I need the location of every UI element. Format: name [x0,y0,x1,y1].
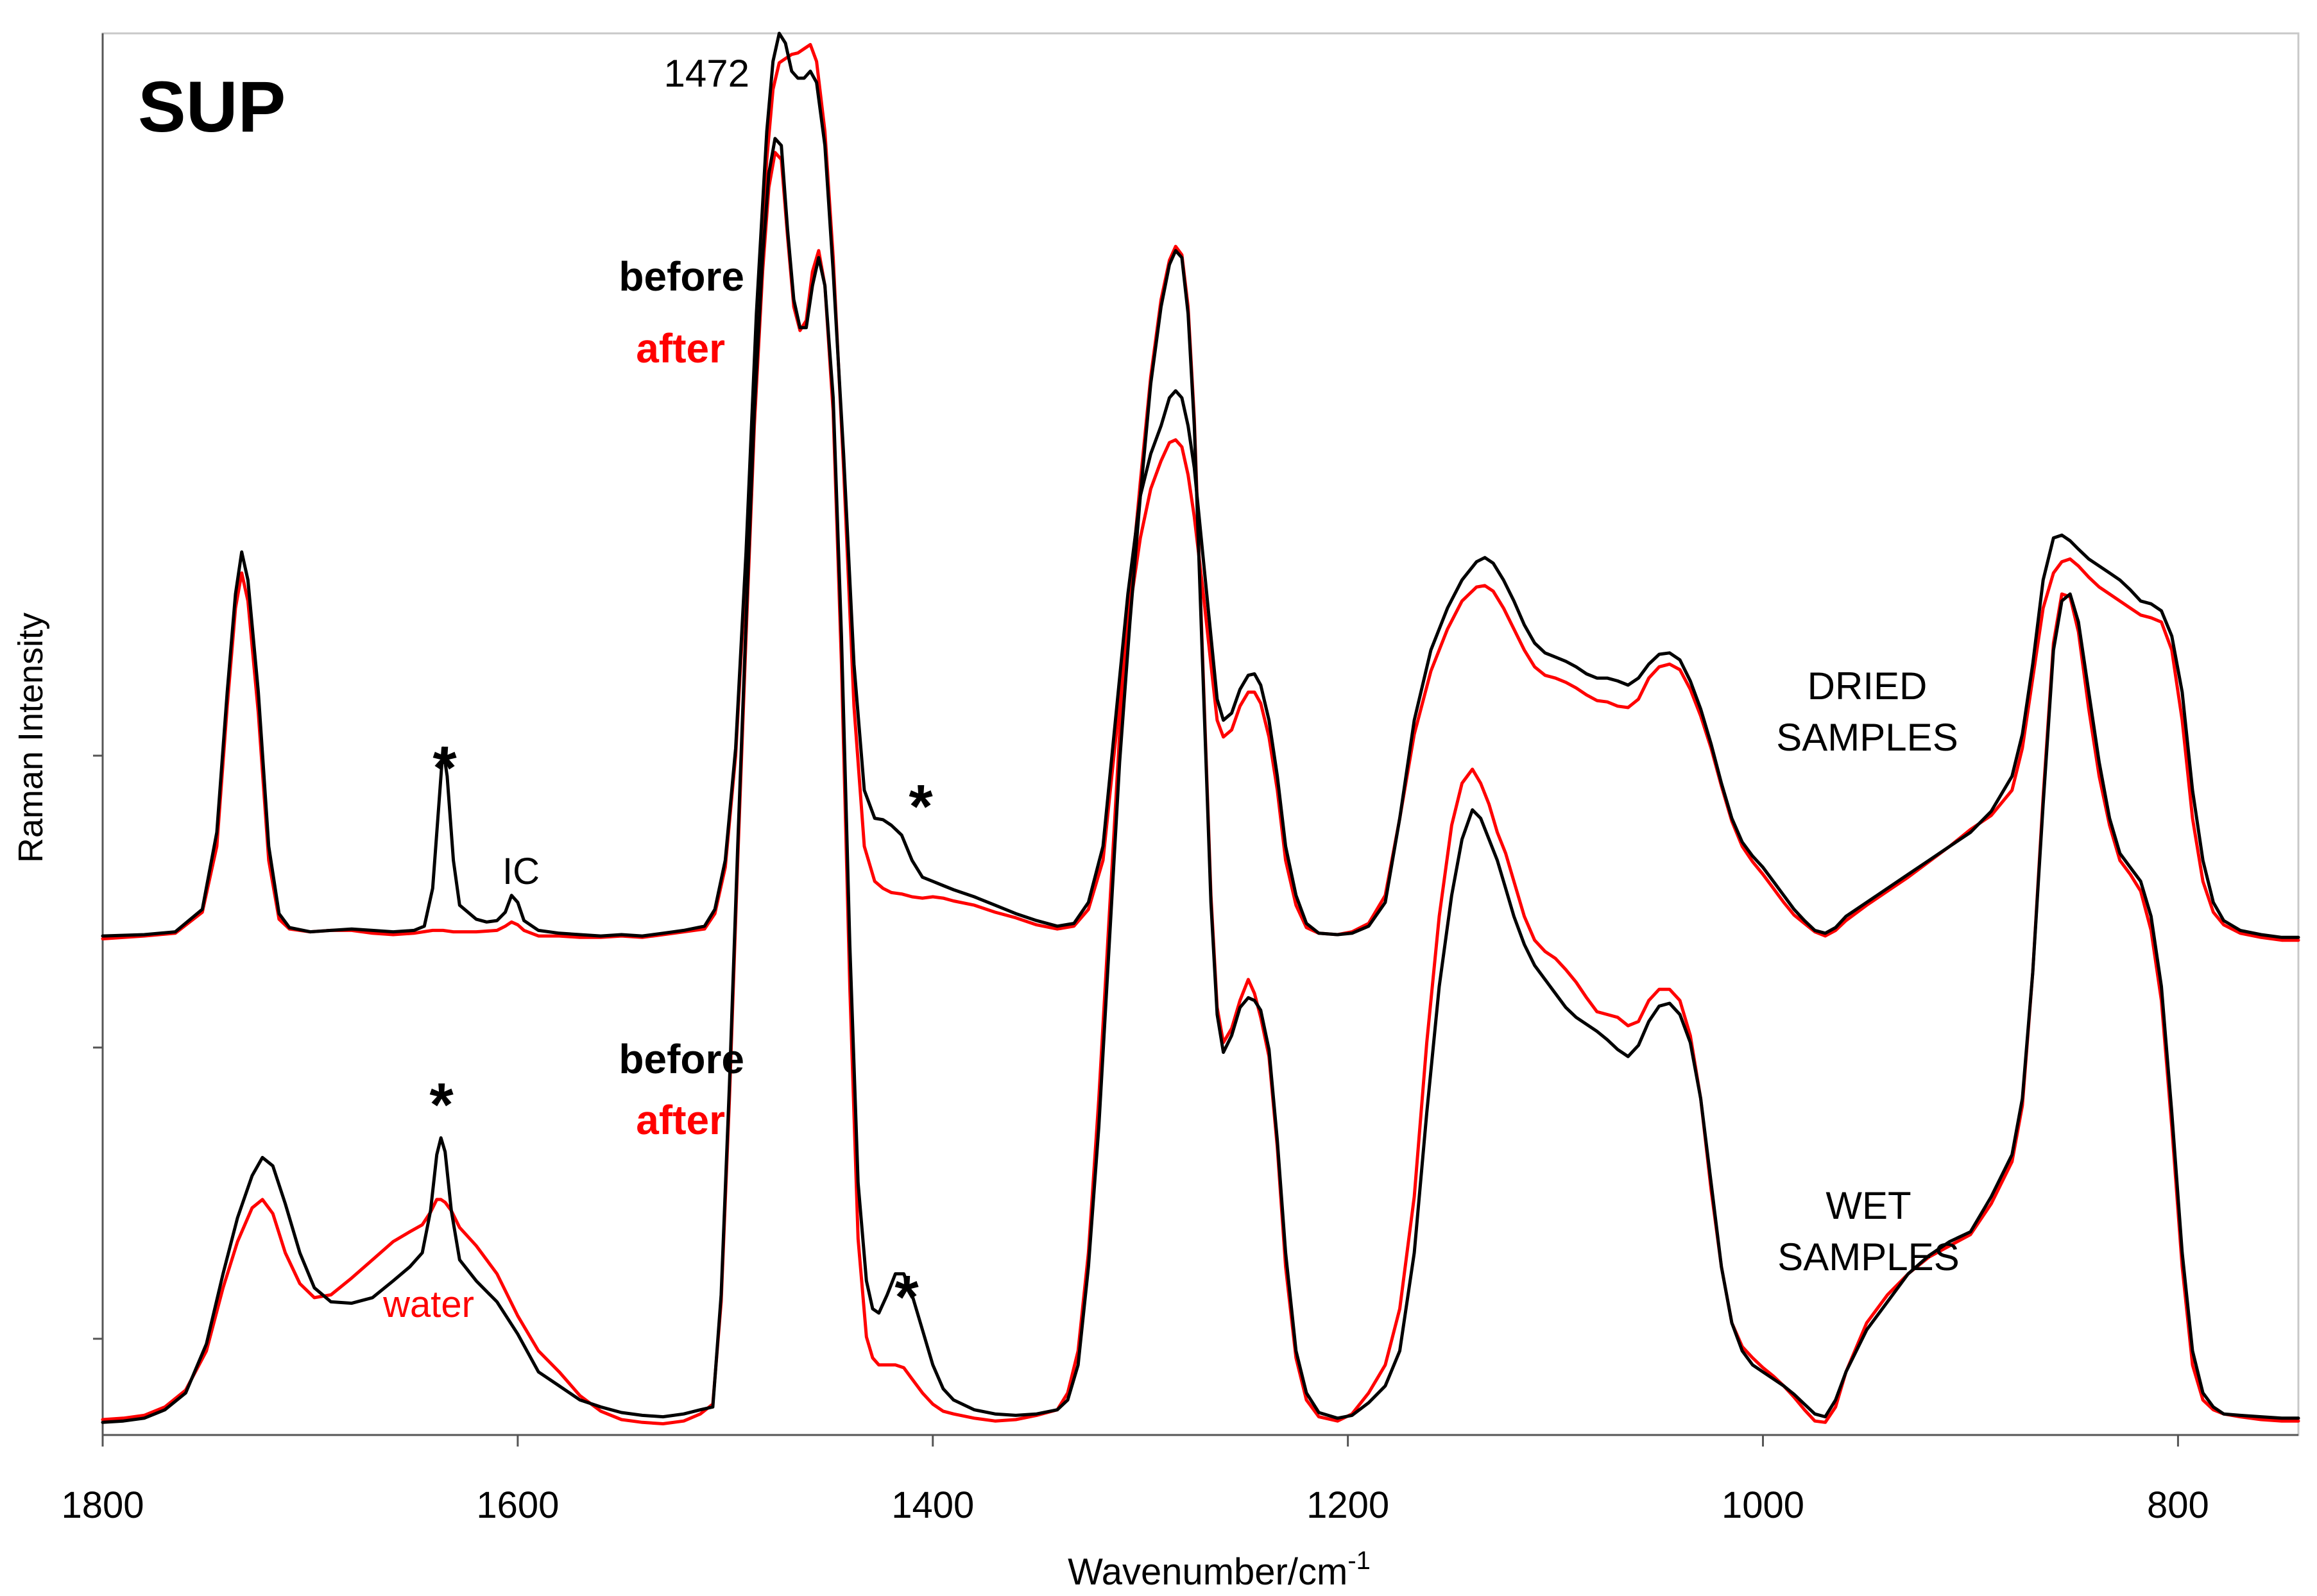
asterisk-wet-1640: * [429,1071,454,1139]
legend-dried-after: after [636,325,725,371]
x-tick-label: 1000 [1722,1484,1804,1526]
x-tick-label: 1200 [1306,1484,1389,1526]
series-wet-before [101,137,2300,1424]
wet-samples-label-line1: WET [1825,1184,1911,1227]
x-tick-label: 1600 [476,1484,559,1526]
series-dried-before [101,31,2300,939]
asterisk-dried-1420: * [909,772,933,841]
chart-title: SUP [138,67,286,147]
x-tick-group: 1800 1600 1400 1200 1000 800 [61,1435,2209,1526]
x-tick-label: 800 [2147,1484,2209,1526]
wet-samples-label-line2: SAMPLES [1777,1235,1959,1278]
legend-dried-before: before [619,253,744,300]
x-axis-label-superscript: -1 [1347,1547,1371,1575]
asterisk-wet-1420: * [894,1263,919,1332]
asterisk-dried-1640: * [432,734,457,802]
spectra-series [101,31,2300,1425]
x-tick-label: 1400 [891,1484,974,1526]
y-axis-label: Raman Intensity [12,613,50,863]
dried-samples-label-line2: SAMPLES [1776,716,1958,759]
peak-label-1472: 1472 [664,52,749,95]
y-axis [93,33,104,1435]
ic-label: IC [502,851,540,892]
x-axis-label: Wavenumber/cm-1 [1068,1547,1371,1593]
water-label: water [382,1284,474,1325]
x-tick-label: 1800 [61,1484,144,1526]
legend-wet-before: before [619,1036,744,1082]
legend-wet-after: after [636,1097,725,1143]
x-axis-label-text: Wavenumber/cm [1068,1551,1347,1593]
dried-samples-label-line1: DRIED [1808,665,1928,708]
